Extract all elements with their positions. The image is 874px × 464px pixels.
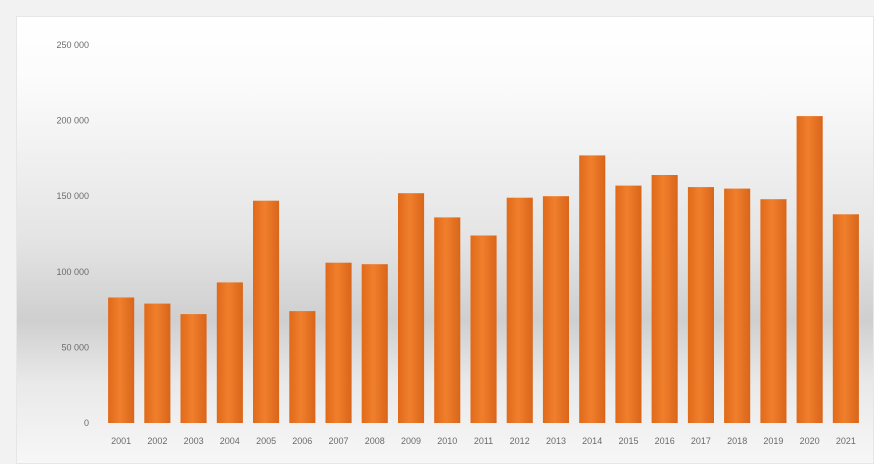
bar-2015 (615, 185, 642, 423)
x-tick-label: 2019 (763, 436, 783, 446)
bar-2016 (651, 175, 678, 423)
x-tick-label: 2006 (292, 436, 312, 446)
y-tick-label: 150 000 (56, 191, 89, 201)
bar-2002 (144, 303, 171, 423)
x-tick-label: 2001 (111, 436, 131, 446)
y-tick-label: 50 000 (61, 342, 89, 352)
x-tick-label: 2015 (618, 436, 638, 446)
y-tick-label: 250 000 (56, 40, 89, 50)
bar-2013 (542, 196, 569, 423)
bars (108, 116, 859, 423)
x-tick-label: 2014 (582, 436, 602, 446)
bar-2006 (289, 311, 316, 423)
x-tick-label: 2020 (800, 436, 820, 446)
x-tick-label: 2017 (691, 436, 711, 446)
x-tick-label: 2005 (256, 436, 276, 446)
bar-2012 (506, 197, 533, 423)
bar-2007 (325, 262, 352, 423)
bar-2021 (832, 214, 859, 423)
bar-2010 (434, 217, 461, 423)
bar-2017 (687, 187, 714, 423)
y-tick-label: 200 000 (56, 116, 89, 126)
x-tick-label: 2012 (510, 436, 530, 446)
x-tick-label: 2007 (328, 436, 348, 446)
x-tick-label: 2016 (655, 436, 675, 446)
bar-2014 (579, 155, 606, 423)
bar-2005 (253, 200, 280, 423)
x-tick-label: 2018 (727, 436, 747, 446)
x-tick-label: 2011 (474, 436, 493, 446)
x-tick-label: 2002 (147, 436, 167, 446)
x-axis: 2001 2002 2003 2004 2005 2006 2007 2008 2009 2010… (111, 436, 856, 446)
bar-2009 (398, 193, 425, 423)
y-axis: 0 50 000 100 000 150 000 200 000 250 000 (56, 40, 89, 428)
bar-2018 (724, 188, 751, 423)
x-tick-label: 2004 (220, 436, 240, 446)
x-tick-label: 2013 (546, 436, 566, 446)
x-tick-label: 2003 (184, 436, 204, 446)
bar-2008 (361, 264, 388, 423)
x-tick-label: 2009 (401, 436, 421, 446)
x-tick-label: 2008 (365, 436, 385, 446)
x-tick-label: 2010 (437, 436, 457, 446)
bar-2003 (180, 314, 207, 423)
bar-2001 (108, 297, 135, 423)
x-tick-label: 2021 (836, 436, 856, 446)
bar-2019 (760, 199, 787, 423)
bar-2004 (216, 282, 243, 423)
y-tick-label: 100 000 (56, 267, 89, 277)
bar-2011 (470, 235, 497, 423)
bar-2020 (796, 116, 823, 423)
y-tick-label: 0 (84, 418, 89, 428)
